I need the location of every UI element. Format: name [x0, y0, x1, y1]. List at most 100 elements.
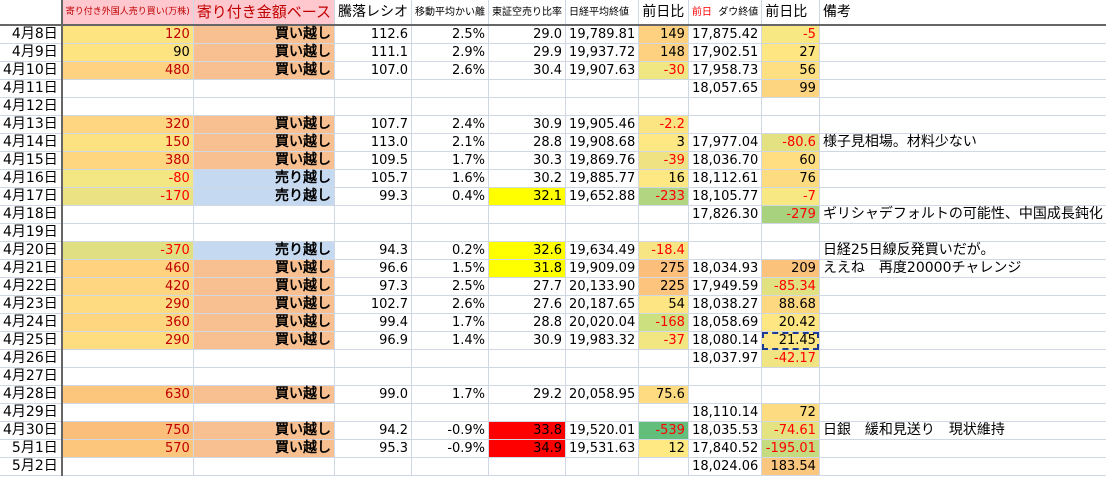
note-cell[interactable] — [819, 457, 1106, 476]
foreign-cell[interactable]: 420 — [61, 277, 194, 296]
dow-cell[interactable] — [688, 115, 763, 134]
date-cell[interactable]: 4月8日 — [0, 25, 63, 44]
dow-cell[interactable]: 18,035.53 — [688, 421, 763, 440]
nikkei-change-cell[interactable]: -168 — [638, 313, 689, 332]
note-cell[interactable]: ええね 再度20000チャレンジ — [819, 259, 1106, 278]
karauri-cell[interactable]: 30.2 — [488, 169, 567, 188]
nikkei-change-cell[interactable] — [638, 223, 689, 242]
header-dow-change[interactable]: 前日比 — [761, 0, 820, 26]
dow-cell[interactable]: 18,036.70 — [688, 151, 763, 170]
base-cell[interactable] — [193, 349, 336, 368]
dow-cell[interactable]: 18,080.14 — [688, 331, 763, 350]
date-cell[interactable]: 4月25日 — [0, 331, 63, 350]
nikkei-change-cell[interactable]: -30 — [638, 61, 689, 80]
nikkei-change-cell[interactable]: 3 — [638, 133, 689, 152]
header-nikkei-change[interactable]: 前日比 — [638, 0, 689, 26]
dow-change-cell[interactable]: 209 — [761, 259, 820, 278]
dow-change-cell[interactable]: 88.68 — [761, 295, 820, 314]
dow-cell[interactable]: 18,034.93 — [688, 259, 763, 278]
karauri-cell[interactable] — [488, 457, 567, 476]
note-cell[interactable] — [819, 79, 1106, 98]
date-cell[interactable]: 4月17日 — [0, 187, 63, 206]
toraku-cell[interactable]: 94.2 — [334, 421, 413, 440]
date-cell[interactable]: 4月24日 — [0, 313, 63, 332]
note-cell[interactable]: 日銀 緩和見送り 現状維持 — [819, 421, 1106, 440]
base-cell[interactable] — [193, 403, 336, 422]
kairi-cell[interactable] — [411, 403, 490, 422]
date-cell[interactable]: 4月21日 — [0, 259, 63, 278]
nikkei-change-cell[interactable]: -37 — [638, 331, 689, 350]
header-toraku[interactable]: 騰落レシオ — [334, 0, 413, 26]
date-cell[interactable]: 4月26日 — [0, 349, 63, 368]
date-cell[interactable]: 4月22日 — [0, 277, 63, 296]
nikkei-change-cell[interactable]: 16 — [638, 169, 689, 188]
dow-cell[interactable]: 18,038.27 — [688, 295, 763, 314]
base-cell[interactable]: 買い越し — [193, 385, 336, 404]
kairi-cell[interactable]: 2.9% — [411, 43, 490, 62]
nikkei-change-cell[interactable]: 275 — [638, 259, 689, 278]
dow-change-cell[interactable]: 72 — [761, 403, 820, 422]
base-cell[interactable]: 買い越し — [193, 151, 336, 170]
base-cell[interactable]: 買い越し — [193, 133, 336, 152]
foreign-cell[interactable]: -370 — [61, 241, 194, 260]
date-cell[interactable]: 4月18日 — [0, 205, 63, 224]
karauri-cell[interactable]: 30.9 — [488, 115, 567, 134]
nikkei-change-cell[interactable] — [638, 79, 689, 98]
dow-cell[interactable]: 18,037.97 — [688, 349, 763, 368]
toraku-cell[interactable]: 109.5 — [334, 151, 413, 170]
note-cell[interactable] — [819, 43, 1106, 62]
dow-change-cell[interactable]: -85.34 — [761, 277, 820, 296]
karauri-cell[interactable]: 31.8 — [488, 259, 567, 278]
foreign-cell[interactable]: 290 — [61, 331, 194, 350]
nikkei-cell[interactable]: 19,789.81 — [565, 25, 640, 44]
dow-change-cell[interactable]: -80.6 — [761, 133, 820, 152]
note-cell[interactable] — [819, 439, 1106, 458]
dow-change-cell[interactable]: 76 — [761, 169, 820, 188]
dow-cell[interactable]: 17,958.73 — [688, 61, 763, 80]
dow-cell[interactable]: 18,024.06 — [688, 457, 763, 476]
dow-cell[interactable]: 17,902.51 — [688, 43, 763, 62]
karauri-cell[interactable]: 30.4 — [488, 61, 567, 80]
base-cell[interactable]: 買い越し — [193, 331, 336, 350]
foreign-cell[interactable] — [61, 205, 194, 224]
date-cell[interactable]: 4月13日 — [0, 115, 63, 134]
toraku-cell[interactable]: 113.0 — [334, 133, 413, 152]
kairi-cell[interactable] — [411, 223, 490, 242]
foreign-cell[interactable]: 750 — [61, 421, 194, 440]
dow-change-cell[interactable]: -195.01 — [761, 439, 820, 458]
kairi-cell[interactable]: 1.7% — [411, 385, 490, 404]
nikkei-cell[interactable]: 19,531.63 — [565, 439, 640, 458]
toraku-cell[interactable] — [334, 403, 413, 422]
nikkei-cell[interactable]: 20,187.65 — [565, 295, 640, 314]
foreign-cell[interactable] — [61, 97, 194, 116]
nikkei-cell[interactable]: 19,907.63 — [565, 61, 640, 80]
base-cell[interactable] — [193, 79, 336, 98]
note-cell[interactable] — [819, 277, 1106, 296]
foreign-cell[interactable]: -170 — [61, 187, 194, 206]
foreign-cell[interactable] — [61, 403, 194, 422]
note-cell[interactable] — [819, 169, 1106, 188]
dow-change-cell[interactable]: -7 — [761, 187, 820, 206]
karauri-cell[interactable] — [488, 79, 567, 98]
dow-cell[interactable]: 17,977.04 — [688, 133, 763, 152]
nikkei-change-cell[interactable]: -39 — [638, 151, 689, 170]
karauri-cell[interactable] — [488, 97, 567, 116]
kairi-cell[interactable]: 0.4% — [411, 187, 490, 206]
base-cell[interactable] — [193, 205, 336, 224]
foreign-cell[interactable] — [61, 79, 194, 98]
dow-change-cell[interactable]: -74.61 — [761, 421, 820, 440]
nikkei-cell[interactable]: 19,983.32 — [565, 331, 640, 350]
kairi-cell[interactable] — [411, 97, 490, 116]
date-cell[interactable]: 4月27日 — [0, 367, 63, 386]
header-note[interactable]: 備考 — [819, 0, 1106, 26]
date-cell[interactable]: 4月28日 — [0, 385, 63, 404]
dow-change-cell[interactable]: 183.54 — [761, 457, 820, 476]
base-cell[interactable] — [193, 97, 336, 116]
nikkei-cell[interactable]: 19,937.72 — [565, 43, 640, 62]
nikkei-cell[interactable]: 20,020.04 — [565, 313, 640, 332]
toraku-cell[interactable]: 99.4 — [334, 313, 413, 332]
nikkei-cell[interactable]: 19,869.76 — [565, 151, 640, 170]
base-cell[interactable]: 売り越し — [193, 169, 336, 188]
dow-cell[interactable]: 17,826.30 — [688, 205, 763, 224]
dow-cell[interactable] — [688, 97, 763, 116]
